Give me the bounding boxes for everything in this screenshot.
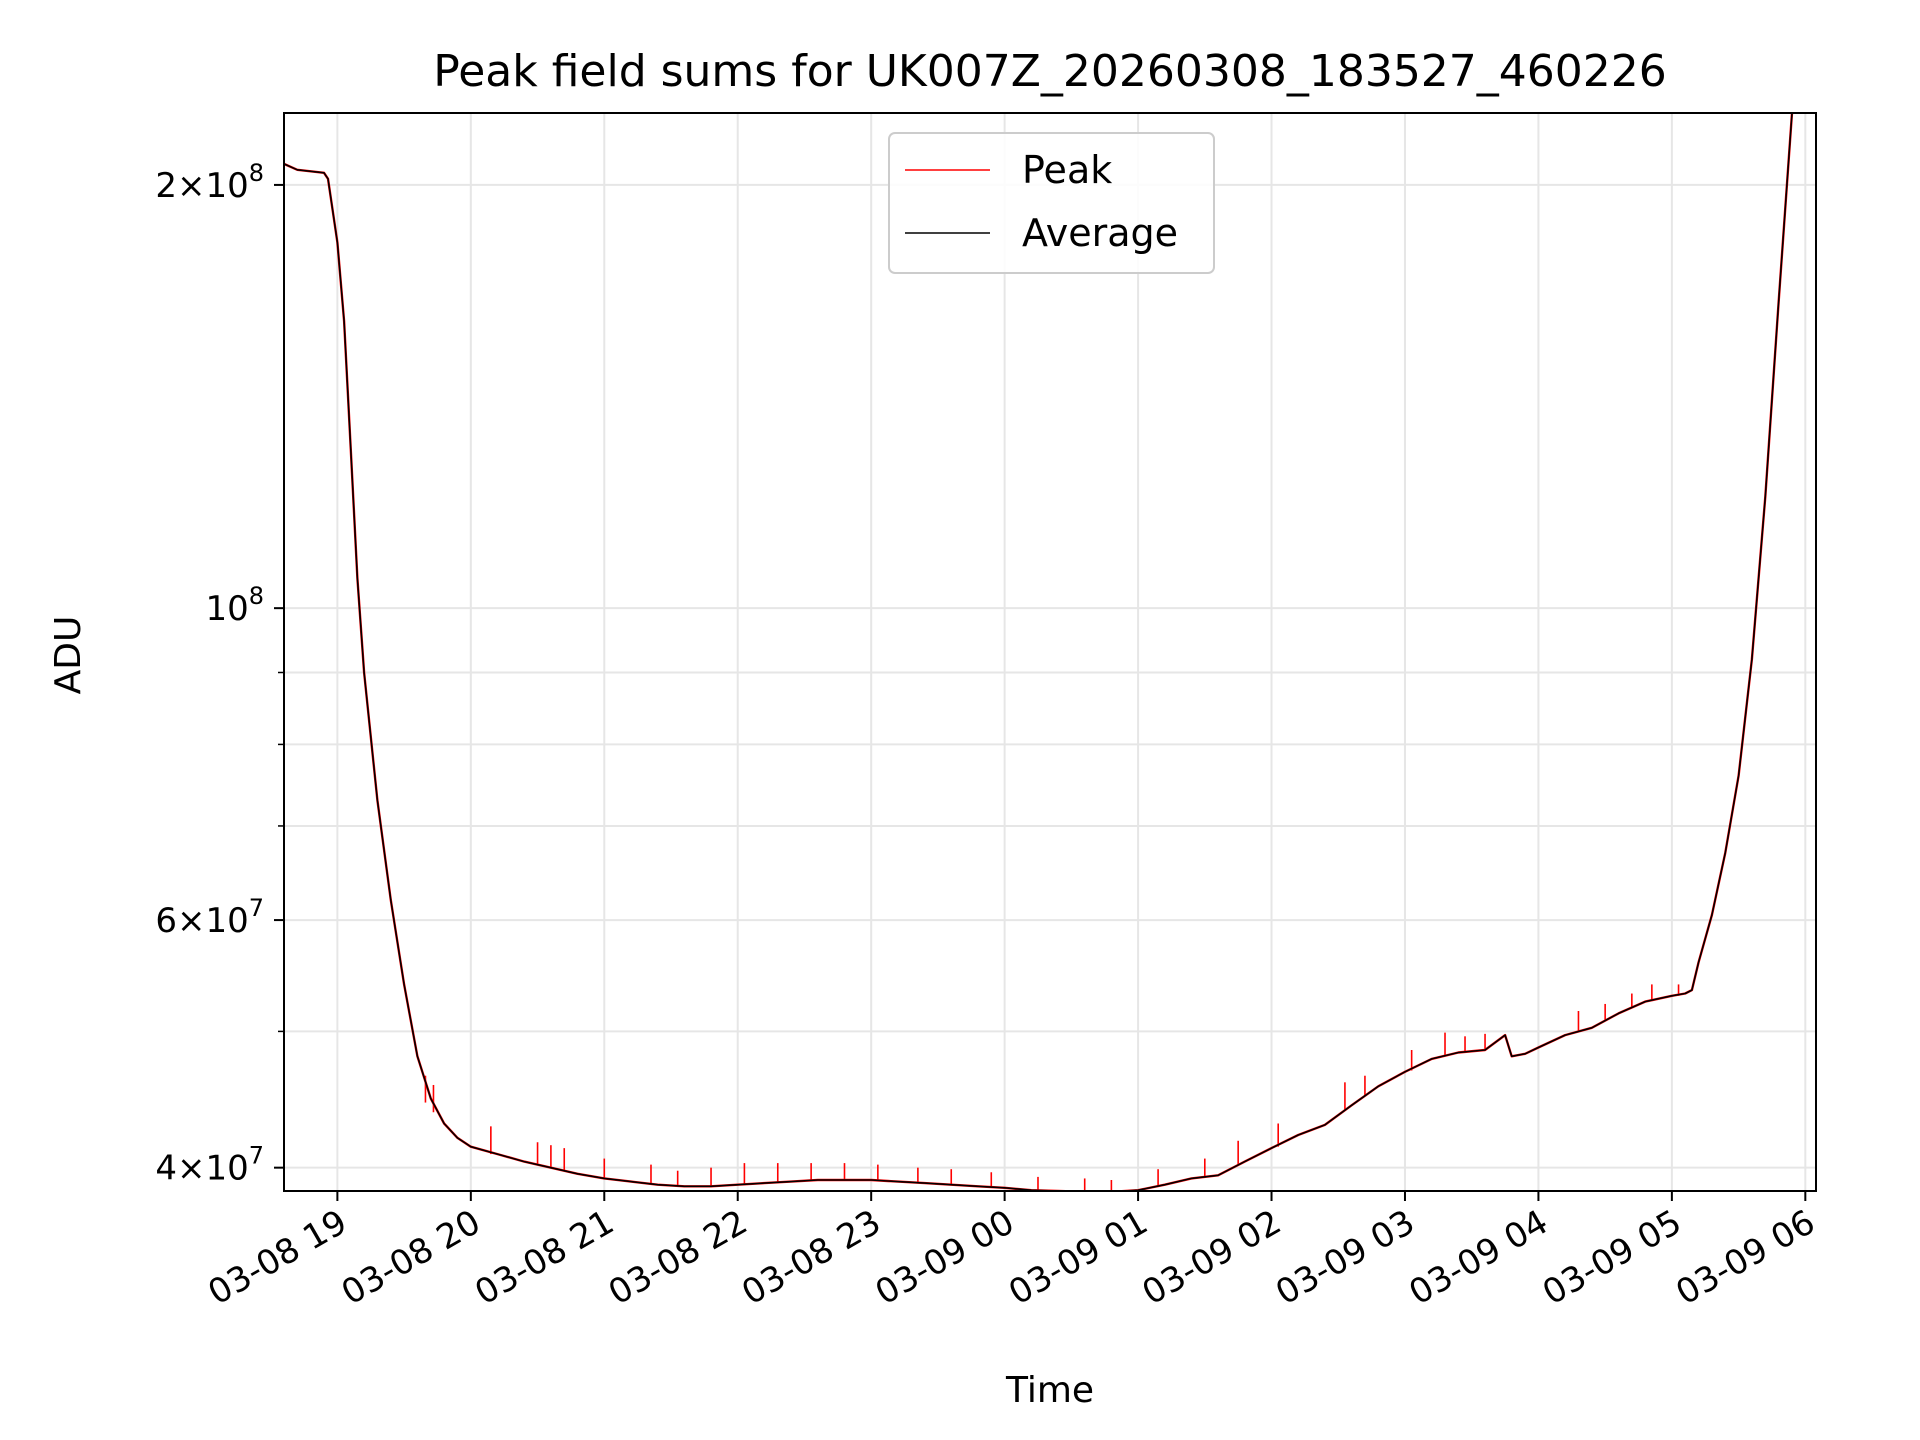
y-tick-label: 6×107 <box>155 894 264 941</box>
plot-area <box>284 113 1816 1191</box>
series-line-average <box>284 113 1793 1191</box>
y-tick-label: 4×107 <box>155 1142 264 1189</box>
y-tick-label: 2×108 <box>155 159 264 206</box>
chart-title: Peak field sums for UK007Z_20260308_1835… <box>433 46 1667 97</box>
legend-label-average: Average <box>1022 211 1178 255</box>
y-axis-label: ADU <box>48 616 89 695</box>
series-group <box>284 113 1794 1191</box>
axes-frame <box>283 112 1817 1192</box>
y-tick-label: 108 <box>205 582 264 629</box>
legend-box <box>888 132 1215 274</box>
x-axis-label: Time <box>1005 1370 1094 1411</box>
series-lines <box>284 113 1794 1191</box>
legend: Peak Average <box>888 132 1215 274</box>
legend-label-peak: Peak <box>1022 148 1112 192</box>
gridlines <box>284 113 1816 1191</box>
